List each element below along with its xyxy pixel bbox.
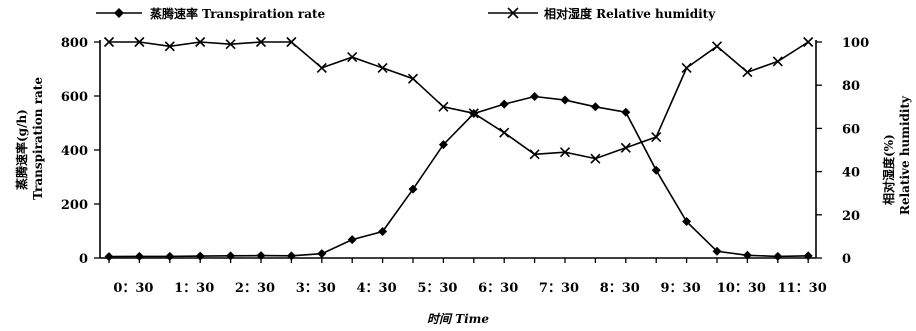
data-point-diamond (347, 235, 357, 245)
data-point-x (407, 73, 419, 84)
series-line (108, 95, 809, 258)
axes (99, 40, 817, 259)
y-right-title: 相对湿度(%) (881, 134, 896, 205)
legend-diamond-marker-icon (114, 8, 124, 18)
data-point-x (438, 101, 449, 112)
legend: 蒸腾速率 Transpiration rate 相对湿度 Relative hu… (96, 6, 716, 21)
data-point-diamond (256, 251, 266, 261)
data-point-diamond (438, 140, 448, 150)
data-point-x (529, 149, 540, 160)
x-tick-label: 1：30 (174, 281, 214, 296)
legend-label-humidity: 相对湿度 Relative humidity (544, 6, 716, 21)
legend-item-transpiration: 蒸腾速率 Transpiration rate (96, 6, 326, 21)
data-point-diamond (286, 251, 296, 261)
data-point-x (255, 36, 267, 48)
data-point-x (711, 41, 723, 52)
x-tick-label: 0：30 (113, 281, 153, 296)
y-right-label-en: Relative humidity (898, 95, 912, 215)
legend-x-marker-icon (507, 7, 519, 19)
data-point-diamond (560, 95, 570, 105)
data-point-diamond (621, 107, 631, 117)
x-axis-title: 时间 Time (427, 312, 489, 326)
data-point-diamond (773, 251, 783, 261)
data-point-diamond (408, 184, 418, 194)
series-layer (103, 36, 814, 262)
data-point-diamond (803, 251, 813, 261)
data-point-diamond (317, 249, 327, 259)
x-ticks: 0：30 1：30 2：30 3：30 4：30 5：30 6：30 7：30 8：30 9：30… (108, 258, 827, 296)
data-point-diamond (499, 99, 509, 109)
y-left-tick-label: 0 (79, 252, 88, 267)
data-point-x (803, 36, 814, 48)
data-point-x (468, 108, 479, 119)
data-point-x (347, 52, 358, 63)
data-point-x (590, 153, 601, 164)
x-tick-label: 3：30 (296, 281, 336, 296)
x-tick-label: 8：30 (600, 281, 640, 296)
y-left-tick-label: 800 (61, 36, 88, 51)
data-point-diamond (651, 165, 661, 175)
y-left-tick-label: 200 (61, 198, 88, 213)
data-point-x (377, 62, 388, 73)
data-point-diamond (590, 102, 600, 112)
series-humidity (103, 36, 814, 164)
data-point-diamond (104, 252, 114, 262)
data-point-diamond (134, 251, 144, 261)
y-right-ticks: 0 20 40 60 80 100 (816, 36, 869, 267)
data-point-x (195, 36, 206, 48)
data-point-x (103, 36, 115, 48)
data-point-diamond (742, 250, 752, 260)
data-point-diamond (226, 251, 236, 261)
data-point-x (772, 56, 783, 67)
y-left-tick-label: 400 (61, 144, 88, 159)
y-left-ticks: 0 200 400 600 800 (61, 36, 100, 267)
legend-label-transpiration: 蒸腾速率 Transpiration rate (150, 6, 326, 21)
x-tick-label: 7：30 (539, 281, 579, 296)
data-point-diamond (530, 92, 540, 102)
data-point-diamond (682, 217, 692, 227)
x-tick-label: 9：30 (661, 281, 701, 296)
x-tick-label: 4：30 (357, 281, 397, 296)
series-line (109, 41, 809, 160)
y-right-tick-label: 40 (842, 166, 860, 181)
x-tick-label: 2：30 (235, 281, 275, 296)
x-tick-label: 6：30 (478, 281, 518, 296)
y-right-tick-label: 100 (842, 36, 869, 51)
y-right-tick-label: 60 (842, 122, 860, 137)
data-point-x (681, 62, 692, 73)
data-point-x (316, 62, 327, 73)
data-point-x (742, 67, 753, 78)
y-left-tick-label: 600 (61, 90, 88, 105)
data-point-x (134, 36, 145, 48)
y-right-label-cn: 相对湿度(%) (881, 134, 896, 205)
data-point-x (225, 39, 236, 50)
y-right-tick-label: 80 (842, 79, 860, 94)
y-right-tick-label: 20 (842, 209, 860, 224)
data-point-x (559, 147, 571, 158)
data-point-diamond (165, 251, 175, 261)
data-point-diamond (195, 251, 205, 261)
data-point-x (620, 142, 631, 153)
data-point-diamond (712, 246, 722, 256)
y-left-title-en: Transpiration rate (31, 77, 45, 200)
data-point-diamond (378, 227, 388, 237)
data-point-x (286, 36, 297, 48)
x-tick-label: 5：30 (417, 281, 457, 296)
y-right-title-en: Relative humidity (898, 95, 912, 215)
x-tick-label: 11：30 (778, 281, 827, 296)
legend-item-humidity: 相对湿度 Relative humidity (488, 6, 716, 21)
y-left-label-cn: 蒸腾速率(g/h) (14, 109, 29, 190)
data-point-x (651, 131, 662, 143)
series-transpiration (104, 92, 813, 262)
x-tick-label: 10：30 (717, 281, 766, 296)
data-point-x (164, 41, 175, 52)
data-point-x (499, 127, 510, 138)
y-left-title: 蒸腾速率(g/h) (14, 109, 29, 190)
y-right-tick-label: 0 (842, 252, 851, 267)
y-left-label-en: Transpiration rate (31, 77, 45, 200)
